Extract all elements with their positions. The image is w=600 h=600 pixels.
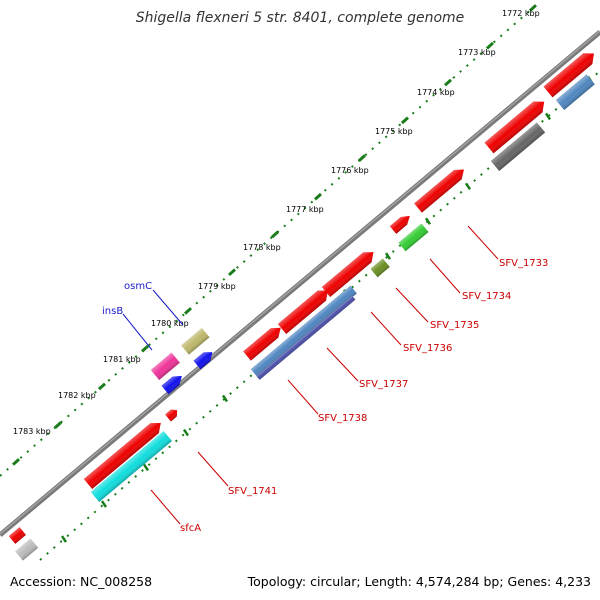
gene-label-sfv_1735[interactable]: SFV_1735 bbox=[430, 320, 479, 331]
ruler-major-tick bbox=[183, 307, 193, 315]
ruler-major-tick bbox=[424, 217, 432, 225]
label-leader-line bbox=[395, 287, 429, 323]
gene-feature[interactable] bbox=[181, 328, 210, 355]
accession-text: Accession: NC_008258 bbox=[10, 574, 152, 589]
gene-label-sfv_1736[interactable]: SFV_1736 bbox=[403, 343, 452, 354]
gene-label-osmc[interactable]: osmC bbox=[124, 281, 152, 292]
ruler-major-tick bbox=[60, 535, 68, 543]
kbp-label: 1780 kbp bbox=[151, 319, 189, 328]
gene-label-sfv_1737[interactable]: SFV_1737 bbox=[359, 379, 408, 390]
ruler-major-tick bbox=[142, 463, 150, 472]
ruler-major-tick bbox=[357, 154, 367, 162]
kbp-label: 1778 kbp bbox=[243, 243, 281, 252]
ruler-major-tick bbox=[313, 192, 323, 201]
gene-feature[interactable] bbox=[543, 48, 599, 98]
gene-feature[interactable] bbox=[250, 285, 357, 377]
kbp-label: 1773 kbp bbox=[458, 48, 496, 57]
kbp-label: 1782 kbp bbox=[58, 391, 96, 400]
label-leader-line bbox=[197, 451, 229, 487]
ruler-major-tick bbox=[227, 268, 237, 277]
gene-feature[interactable] bbox=[321, 247, 378, 297]
ruler-major-tick bbox=[400, 116, 410, 125]
kbp-label: 1783 kbp bbox=[13, 427, 51, 436]
kbp-label: 1781 kbp bbox=[103, 355, 141, 364]
ruler-major-tick bbox=[11, 458, 21, 466]
gene-feature[interactable] bbox=[484, 96, 549, 154]
label-leader-line bbox=[287, 379, 319, 415]
label-leaders bbox=[122, 225, 499, 525]
gene-label-sfv_1738[interactable]: SFV_1738 bbox=[318, 413, 367, 424]
ruler-major-tick bbox=[182, 428, 190, 437]
kbp-label: 1777 kbp bbox=[286, 205, 324, 214]
gene-label-sfv_1733[interactable]: SFV_1733 bbox=[499, 258, 548, 269]
gene-feature[interactable] bbox=[414, 165, 468, 213]
ruler-major-tick bbox=[384, 252, 392, 260]
gene-feature[interactable] bbox=[370, 258, 390, 278]
kbp-labels: 1772 kbp 1773 kbp 1774 kbp 1775 kbp 1776 kbp… bbox=[13, 9, 540, 436]
gene-feature[interactable] bbox=[555, 74, 595, 110]
label-leader-line bbox=[150, 489, 181, 525]
gene-feature[interactable] bbox=[398, 223, 429, 252]
ruler-major-tick bbox=[464, 182, 472, 190]
kbp-label: 1779 kbp bbox=[198, 282, 236, 291]
label-leader-line bbox=[326, 347, 359, 382]
label-leader-line bbox=[152, 289, 184, 326]
gene-feature[interactable] bbox=[165, 407, 180, 422]
gene-feature[interactable] bbox=[243, 323, 284, 361]
gene-feature[interactable] bbox=[15, 538, 39, 561]
genome-backbone bbox=[0, 30, 600, 537]
gene-feature[interactable] bbox=[277, 285, 332, 334]
outer-ruler-ticks bbox=[11, 4, 538, 466]
ruler-major-tick bbox=[97, 382, 107, 391]
ruler-major-tick bbox=[270, 230, 280, 239]
gene-label-insb[interactable]: insB bbox=[102, 306, 123, 317]
ruler-major-tick bbox=[485, 41, 495, 50]
gene-label-sfv_1734[interactable]: SFV_1734 bbox=[462, 291, 511, 302]
ruler-major-tick bbox=[221, 394, 229, 403]
gene-feature[interactable] bbox=[150, 352, 180, 380]
kbp-label: 1776 kbp bbox=[331, 166, 369, 175]
kbp-label: 1775 kbp bbox=[375, 127, 413, 136]
ruler-major-tick bbox=[53, 421, 63, 429]
gene-feature[interactable] bbox=[161, 372, 185, 395]
kbp-label: 1772 kbp bbox=[502, 9, 540, 18]
genome-stats-text: Topology: circular; Length: 4,574,284 bp… bbox=[247, 574, 591, 589]
label-leader-line bbox=[370, 311, 402, 346]
gene-label-sfv_1741[interactable]: SFV_1741 bbox=[228, 486, 277, 497]
ruler-major-tick bbox=[100, 500, 108, 508]
map-title: Shigella flexneri 5 str. 8401, complete … bbox=[136, 10, 465, 26]
gene-label-sfca[interactable]: sfcA bbox=[180, 523, 201, 534]
gene-feature[interactable] bbox=[256, 295, 356, 380]
kbp-label: 1774 kbp bbox=[417, 88, 455, 97]
gene-feature[interactable] bbox=[90, 430, 172, 502]
ruler-major-tick bbox=[443, 78, 453, 87]
gene-feature[interactable] bbox=[193, 348, 215, 370]
ruler-major-tick bbox=[544, 112, 552, 121]
ruler-major-tick bbox=[528, 4, 538, 12]
label-leader-line bbox=[429, 258, 461, 294]
label-leader-line bbox=[467, 225, 499, 260]
label-leader-line bbox=[122, 313, 153, 351]
outer-ruler bbox=[0, 6, 535, 477]
gene-feature[interactable] bbox=[83, 418, 165, 489]
gene-labels: SFV_1733 SFV_1734 SFV_1735 SFV_1736 SFV_1737… bbox=[102, 258, 548, 534]
gene-feature[interactable] bbox=[490, 122, 546, 171]
gene-feature[interactable] bbox=[389, 212, 413, 234]
ruler-major-tick bbox=[140, 344, 150, 353]
gene-feature[interactable] bbox=[8, 527, 26, 544]
gene-features bbox=[8, 48, 599, 561]
